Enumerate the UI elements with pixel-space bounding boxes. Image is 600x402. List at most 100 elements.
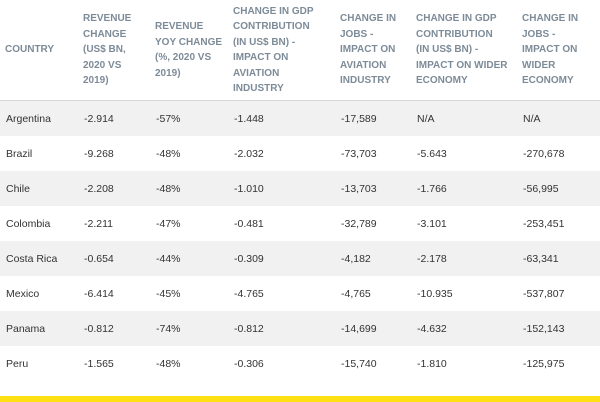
value-cell: -2.032 [234, 147, 264, 160]
value-cell: -125,975 [523, 357, 565, 370]
value-cell: -44% [150, 241, 228, 276]
value-cell: -1.766 [411, 171, 517, 206]
header-line: (%, 2020 VS [155, 52, 212, 63]
value-cell: -1.810 [417, 357, 447, 370]
header-line: AVIATION [340, 59, 387, 71]
column-header: COUNTRY [0, 0, 78, 101]
header-line: CHANGE IN [340, 13, 397, 25]
value-cell: -73,703 [341, 147, 377, 160]
column-header: CHANGE IN GDP CONTRIBUTION (IN US$ BN) - IM… [411, 0, 517, 101]
accent-bar [0, 396, 600, 402]
header-line: WIDER [522, 59, 556, 71]
header-line: (IN US$ BN) - [233, 36, 296, 48]
header-line: IMPACT ON [233, 52, 289, 63]
value-cell: -45% [156, 287, 181, 300]
column-header: CHANGE IN JOBS - IMPACT ON AVIATION INDUSTRY [335, 0, 411, 101]
value-cell: -0.309 [228, 241, 335, 276]
column-header: CHANGE IN JOBS - IMPACT ON WIDER ECONOMY [517, 0, 600, 101]
value-cell: -152,143 [517, 311, 600, 346]
header-line: (IN US$ BN) - [416, 44, 479, 56]
country-cell: Colombia [6, 217, 51, 230]
value-cell: -6.414 [84, 287, 114, 300]
header-line: CHANGE IN GDP [416, 13, 497, 25]
value-cell: -1.010 [228, 171, 335, 206]
header-line: CHANGE [83, 28, 127, 40]
value-cell: -32,789 [341, 217, 377, 230]
value-cell: -4,765 [341, 287, 371, 300]
value-cell: -253,451 [523, 217, 565, 230]
country-cell: Panama [0, 311, 78, 346]
value-cell: -57% [150, 100, 228, 136]
value-cell: -2.914 [78, 100, 150, 136]
table-row: Chile -2.208 -48% -1.010 -13,703 -1.766 -56,99… [0, 171, 600, 206]
header-line: COUNTRY [5, 44, 55, 56]
header-line: 2020 VS [83, 59, 122, 71]
value-cell: -270,678 [523, 147, 565, 160]
header-line: REVENUE [155, 21, 204, 32]
country-cell: Brazil [6, 147, 33, 160]
table-row: Argentina -2.914 -57% -1.448 -17,589 N/A N/A [0, 100, 600, 136]
header-line: 2019) [155, 67, 181, 79]
country-cell: Costa Rica [0, 241, 78, 276]
value-cell: -15,740 [341, 357, 377, 370]
country-cell: Mexico [6, 287, 40, 300]
header-line: CHANGE IN GDP [233, 5, 314, 17]
header-line: REVENUE [83, 13, 132, 25]
country-cell: Argentina [0, 100, 78, 136]
table-row: Brazil -9.268 -48% -2.032 -73,703 -5.643 -270,… [0, 136, 600, 171]
table-row: Costa Rica -0.654 -44% -0.309 -4,182 -2.178 -6… [0, 241, 600, 276]
value-cell: N/A [411, 100, 517, 136]
value-cell: -47% [156, 217, 181, 230]
header-line: 2019) [83, 75, 109, 87]
value-cell: -63,341 [517, 241, 600, 276]
value-cell: -1.448 [228, 100, 335, 136]
value-cell: -4.632 [411, 311, 517, 346]
value-cell: -0.481 [234, 217, 264, 230]
header-line: INDUSTRY [233, 83, 284, 94]
value-cell: -4,182 [335, 241, 411, 276]
header-line: ECONOMY [522, 75, 574, 87]
header-line: INDUSTRY [340, 75, 391, 87]
table-row: Panama -0.812 -74% -0.812 -14,699 -4.632 -152,… [0, 311, 600, 346]
value-cell: -4.765 [234, 287, 264, 300]
table-body: Argentina -2.914 -57% -1.448 -17,589 N/A N/A Br… [0, 100, 600, 382]
value-cell: -0.812 [78, 311, 150, 346]
country-cell: Chile [0, 171, 78, 206]
value-cell: -2.178 [411, 241, 517, 276]
header-line: YOY CHANGE [155, 36, 223, 48]
value-cell: -1.565 [84, 357, 114, 370]
header-line: CHANGE IN [522, 13, 579, 25]
header-line: IMPACT ON [340, 44, 396, 56]
header-line: AVIATION [233, 67, 280, 79]
value-cell: -56,995 [517, 171, 600, 206]
data-table: COUNTRY REVENUE CHANGE (US$ BN, 2020 VS 2019)… [0, 0, 600, 382]
value-cell: -10.935 [417, 287, 453, 300]
value-cell: -2.208 [78, 171, 150, 206]
header-row: COUNTRY REVENUE CHANGE (US$ BN, 2020 VS 2019)… [0, 0, 600, 101]
header-line: CONTRIBUTION [416, 28, 493, 40]
column-header: REVENUE CHANGE (US$ BN, 2020 VS 2019) [78, 0, 150, 101]
value-cell: -14,699 [335, 311, 411, 346]
value-cell: -74% [150, 311, 228, 346]
column-header: CHANGE IN GDP CONTRIBUTION (IN US$ BN) - IM… [228, 0, 335, 101]
value-cell: -48% [156, 147, 181, 160]
header-line: IMPACT ON [522, 44, 578, 56]
value-cell: -9.268 [84, 147, 114, 160]
header-line: JOBS - [340, 28, 374, 40]
table-row: Colombia -2.211 -47% -0.481 -32,789 -3.101 -25… [0, 206, 600, 241]
value-cell: -0.812 [228, 311, 335, 346]
header-line: IMPACT ON WIDER [416, 59, 508, 71]
value-cell: -537,807 [523, 287, 565, 300]
value-cell: -0.654 [78, 241, 150, 276]
table-row: Mexico -6.414 -45% -4.765 -4,765 -10.935 -537,… [0, 276, 600, 311]
header-line: CONTRIBUTION [233, 21, 310, 32]
header-line: JOBS - [522, 28, 556, 40]
header-line: (US$ BN, [83, 44, 126, 56]
value-cell: N/A [517, 100, 600, 136]
value-cell: -17,589 [335, 100, 411, 136]
value-cell: -13,703 [335, 171, 411, 206]
value-cell: -48% [150, 171, 228, 206]
header-line: ECONOMY [416, 75, 468, 87]
value-cell: -5.643 [417, 147, 447, 160]
